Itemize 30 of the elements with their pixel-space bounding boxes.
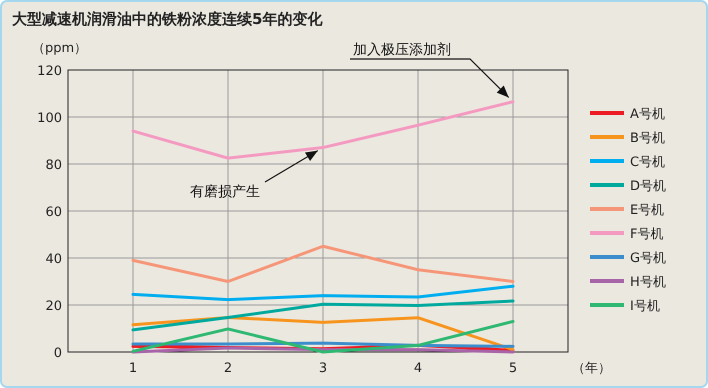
y-tick-label: 20 <box>45 299 62 314</box>
line-series <box>132 244 514 283</box>
annotation: 加入极压添加剂 <box>353 42 451 58</box>
legend-label: I号机 <box>630 299 660 314</box>
x-axis-title: （年） <box>572 361 611 376</box>
line-series <box>132 284 514 302</box>
y-tick-label: 40 <box>45 252 62 267</box>
legend-label: E号机 <box>630 203 664 218</box>
legend-label: G号机 <box>630 251 666 266</box>
y-tick-label: 80 <box>45 158 62 173</box>
y-tick-label: 100 <box>37 111 62 126</box>
annotation: 有磨损产生 <box>190 184 260 200</box>
legend-label: A号机 <box>630 107 665 122</box>
x-tick-label: 1 <box>128 361 138 376</box>
x-tick-label: 4 <box>414 361 422 376</box>
legend-label: F号机 <box>630 227 664 242</box>
legend-label: H号机 <box>630 275 666 290</box>
y-tick-label: 60 <box>45 205 62 220</box>
x-tick-label: 3 <box>318 361 328 376</box>
line-series <box>132 300 514 332</box>
legend-label: C号机 <box>630 155 666 170</box>
legend-label: D号机 <box>630 179 666 194</box>
y-tick-label: 0 <box>54 346 62 361</box>
x-tick-label: 2 <box>224 361 232 376</box>
chart-title: 大型减速机润滑油中的铁粉浓度连续5年的变化 <box>12 10 324 28</box>
y-axis-title: （ppm） <box>32 41 88 56</box>
legend-label: B号机 <box>630 131 665 146</box>
line-series <box>132 100 514 160</box>
y-tick-label: 120 <box>37 64 62 79</box>
x-tick-label: 5 <box>508 361 518 376</box>
